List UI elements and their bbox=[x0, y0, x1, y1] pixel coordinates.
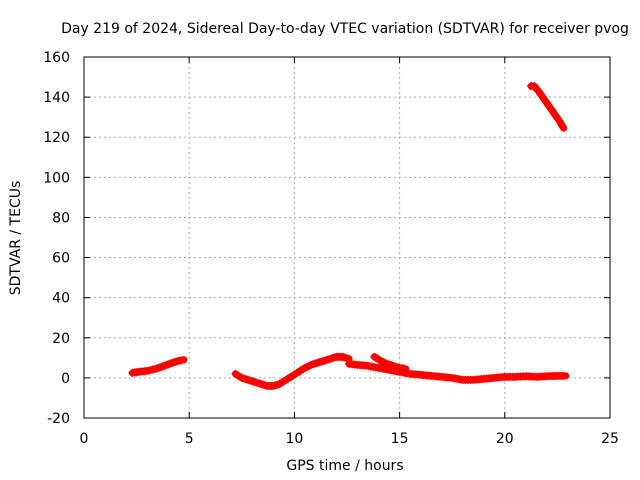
x-tick-label: 5 bbox=[185, 431, 194, 447]
data-point bbox=[559, 371, 568, 380]
x-axis-label: GPS time / hours bbox=[286, 458, 403, 474]
data-series-sdtvar bbox=[128, 82, 570, 390]
grid bbox=[84, 57, 610, 418]
y-tick-label: 60 bbox=[52, 251, 70, 267]
plot-frame bbox=[83, 56, 611, 419]
y-tick-label: 0 bbox=[61, 371, 70, 387]
x-tick-label: 10 bbox=[285, 431, 303, 447]
data-point bbox=[343, 354, 351, 363]
y-tick-label: 80 bbox=[52, 210, 70, 226]
data-point bbox=[177, 356, 186, 365]
x-tick-label: 25 bbox=[601, 431, 619, 447]
ticks: 0 5 10 15 20 25 -20 0 20 40 60 80 100 120 140 160 bbox=[43, 50, 619, 447]
y-tick-label: 40 bbox=[52, 291, 70, 307]
data-point bbox=[558, 121, 567, 130]
x-tick-label: 20 bbox=[496, 431, 514, 447]
y-tick-label: 140 bbox=[43, 90, 70, 106]
y-tick-label: 100 bbox=[43, 170, 70, 186]
y-axis-label: SDTVAR / TECUs bbox=[8, 181, 24, 296]
data-point bbox=[399, 364, 408, 373]
y-tick-label: 120 bbox=[43, 130, 70, 146]
x-tick-label: 0 bbox=[80, 431, 89, 447]
y-tick-label: -20 bbox=[47, 411, 70, 427]
chart-title: Day 219 of 2024, Sidereal Day-to-day VTE… bbox=[61, 21, 629, 37]
y-tick-label: 160 bbox=[43, 50, 70, 66]
y-tick-label: 20 bbox=[52, 331, 70, 347]
x-tick-label: 15 bbox=[391, 431, 409, 447]
